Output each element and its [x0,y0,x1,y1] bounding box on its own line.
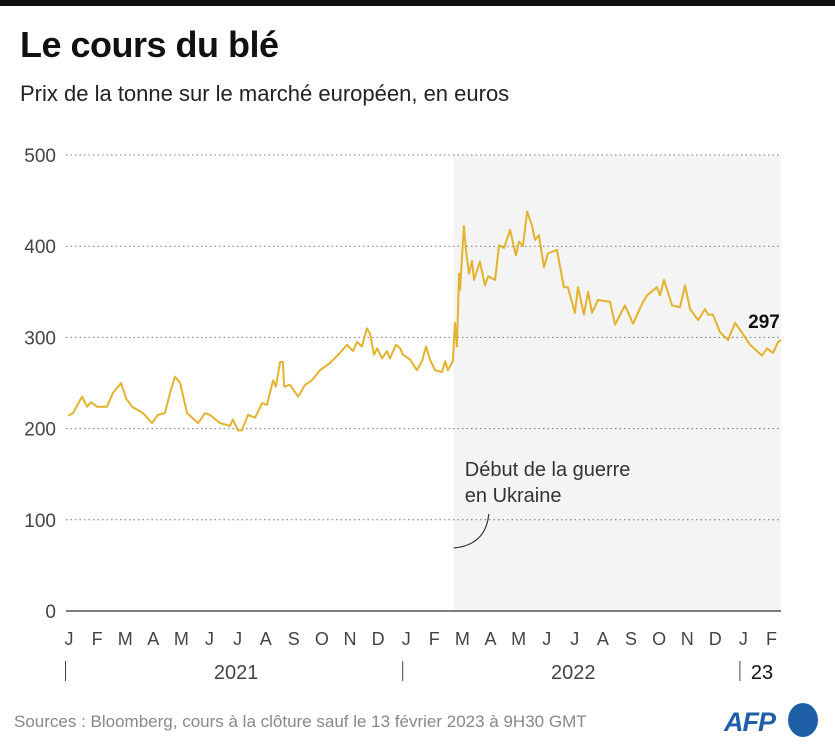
year-label: 2022 [551,662,596,684]
month-tick-label: N [344,629,357,649]
svg-text:AFP: AFP [724,707,777,737]
month-tick-label: J [233,629,242,649]
last-value-label: 297 [748,312,780,333]
month-tick-label: F [766,629,777,649]
source-note: Sources : Bloomberg, cours à la clôture … [14,712,587,731]
chart-subtitle: Prix de la tonne sur le marché européen,… [20,81,510,106]
month-tick-label: J [65,629,74,649]
y-tick-label: 500 [24,146,56,167]
month-tick-label: A [484,629,496,649]
annotation-line-1: Début de la guerre [465,459,631,481]
year-label: 23 [751,662,773,684]
month-tick-label: J [542,629,551,649]
month-tick-label: M [511,629,526,649]
year-label: 2021 [214,662,259,684]
y-tick-label: 100 [24,511,56,532]
month-tick-label: A [147,629,159,649]
month-tick-label: J [402,629,411,649]
month-tick-label: A [260,629,272,649]
month-tick-label: J [739,629,748,649]
month-tick-label: S [288,629,300,649]
month-tick-label: O [315,629,329,649]
month-tick-label: F [92,629,103,649]
month-tick-label: M [174,629,189,649]
month-tick-label: S [625,629,637,649]
month-tick-label: N [681,629,694,649]
y-tick-label: 200 [24,420,56,441]
chart-title: Le cours du blé [20,24,279,65]
annotation-line-2: en Ukraine [465,485,562,507]
month-tick-label: A [597,629,609,649]
wheat-price-line [67,210,782,432]
annotation-connector [453,513,490,549]
y-tick-label: 0 [45,602,56,623]
y-tick-label: 300 [24,328,56,349]
month-tick-label: M [118,629,133,649]
month-tick-label: F [429,629,440,649]
month-tick-label: M [455,629,470,649]
y-tick-label: 400 [24,237,56,258]
month-tick-label: D [709,629,722,649]
afp-logo: AFP [724,703,818,737]
month-tick-label: J [570,629,579,649]
month-tick-label: D [372,629,385,649]
month-tick-label: J [205,629,214,649]
month-tick-label: O [652,629,666,649]
top-rule [0,0,835,6]
war-period-shade [453,155,781,611]
